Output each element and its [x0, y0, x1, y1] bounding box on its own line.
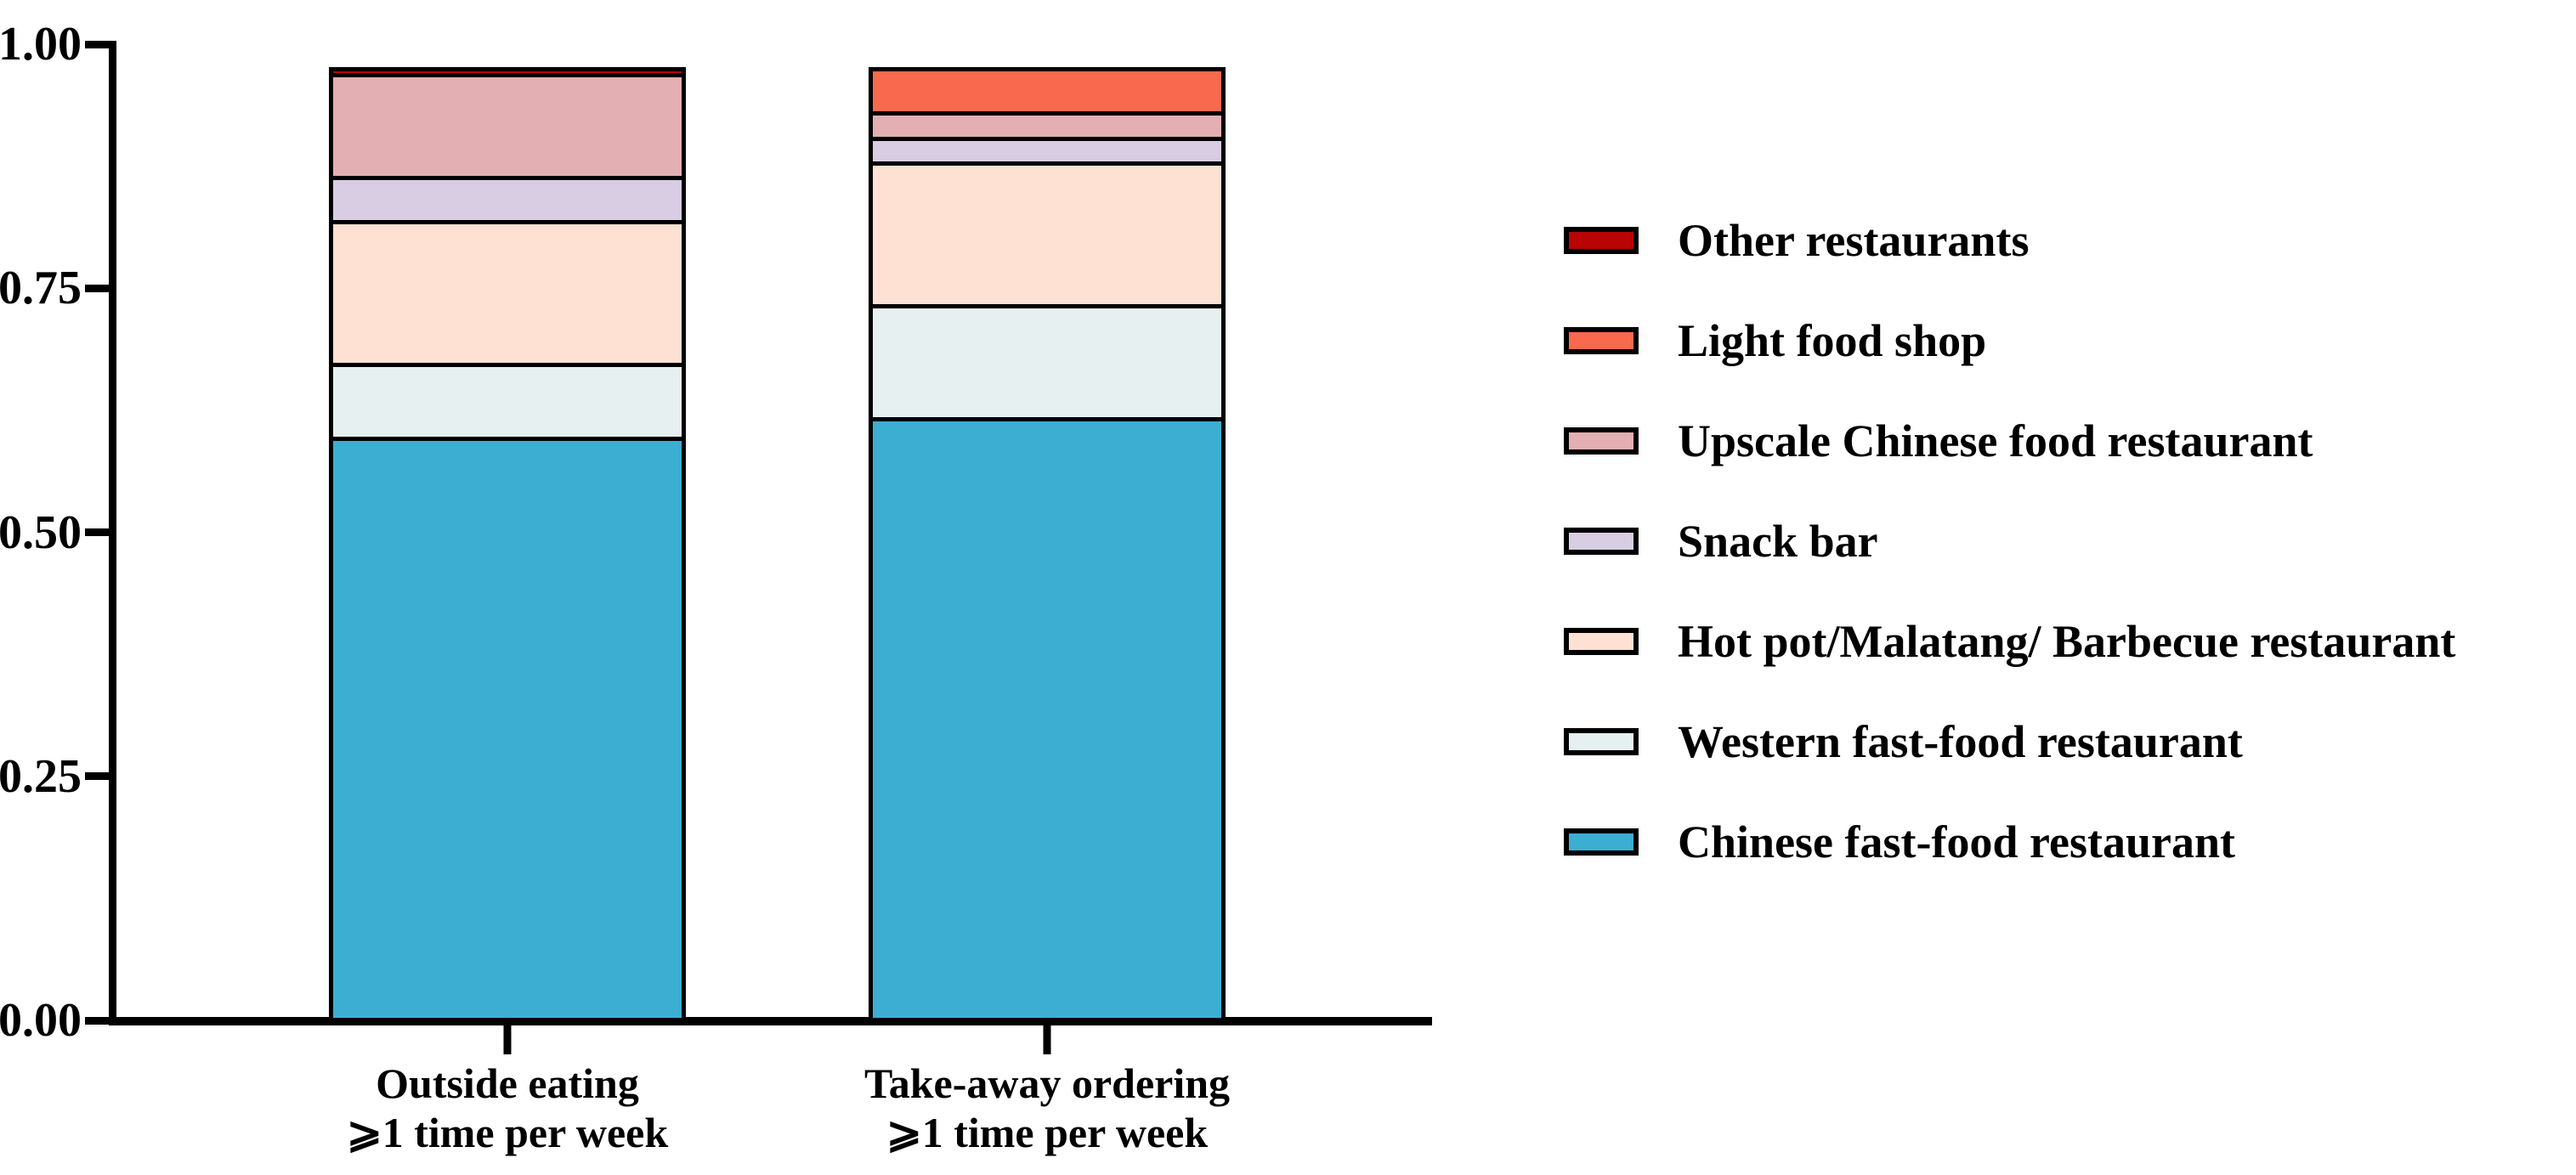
legend-label: Light food shop [1678, 315, 1987, 366]
x-axis-line [109, 1017, 1432, 1025]
x-category-label-line1: Outside eating [376, 1059, 639, 1107]
bar-segment [329, 436, 686, 1022]
bar-segment [869, 161, 1226, 308]
legend-swatch [1564, 227, 1639, 254]
legend-swatch [1564, 427, 1639, 455]
bar-segment [329, 220, 686, 367]
legend-swatch [1564, 828, 1639, 856]
legend-label: Chinese fast-food restaurant [1678, 816, 2235, 867]
x-category-label-line2: ⩾1 time per week [886, 1109, 1209, 1156]
y-tick-label: 0.50 [0, 506, 82, 559]
bar-segment [329, 175, 686, 225]
bar-segment [869, 416, 1226, 1022]
y-tick-mark [85, 772, 110, 781]
x-tick-mark [503, 1023, 512, 1054]
bar-segment [329, 362, 686, 441]
legend: Other restaurants Light food shop Upscale … [1564, 190, 2455, 892]
y-tick-label: 1.00 [0, 18, 82, 71]
y-tick-mark [85, 528, 110, 536]
x-tick-mark [1043, 1023, 1051, 1054]
legend-swatch [1564, 728, 1639, 755]
legend-item: Light food shop [1564, 291, 2455, 391]
bar-segment [869, 67, 1226, 116]
legend-label: Upscale Chinese food restaurant [1678, 415, 2313, 466]
y-tick-mark [85, 284, 110, 292]
x-category-label: Take-away ordering ⩾1 time per week [750, 1059, 1345, 1157]
y-tick-label: 0.75 [0, 262, 82, 315]
y-tick-mark [85, 1016, 110, 1025]
y-axis-line [109, 41, 116, 1025]
x-category-label-line1: Take-away ordering [863, 1059, 1231, 1107]
legend-swatch [1564, 528, 1639, 555]
legend-item: Snack bar [1564, 491, 2455, 591]
y-tick-label: 0.00 [0, 994, 82, 1047]
bar-segment [869, 303, 1226, 421]
x-category-label: Outside eating ⩾1 time per week [210, 1059, 805, 1157]
stacked-bar-1 [329, 67, 686, 1022]
legend-label: Snack bar [1678, 516, 1878, 567]
legend-label: Hot pot/Malatang/ Barbecue restaurant [1678, 616, 2456, 667]
stacked-bar-2 [869, 67, 1226, 1022]
legend-item: Chinese fast-food restaurant [1564, 792, 2455, 892]
legend-label: Western fast-food restaurant [1678, 716, 2243, 767]
bar-segment [329, 72, 686, 180]
legend-item: Western fast-food restaurant [1564, 692, 2455, 792]
legend-label: Other restaurants [1678, 215, 2030, 266]
y-tick-label: 0.25 [0, 749, 82, 803]
legend-item: Other restaurants [1564, 190, 2455, 291]
legend-item: Hot pot/Malatang/ Barbecue restaurant [1564, 591, 2455, 692]
legend-item: Upscale Chinese food restaurant [1564, 391, 2455, 491]
legend-swatch [1564, 628, 1639, 655]
x-category-label-line2: ⩾1 time per week [346, 1109, 669, 1156]
y-tick-mark [85, 40, 110, 48]
legend-swatch [1564, 327, 1639, 354]
